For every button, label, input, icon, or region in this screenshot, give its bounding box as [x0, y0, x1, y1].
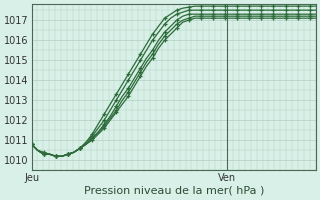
- X-axis label: Pression niveau de la mer( hPa ): Pression niveau de la mer( hPa ): [84, 186, 264, 196]
